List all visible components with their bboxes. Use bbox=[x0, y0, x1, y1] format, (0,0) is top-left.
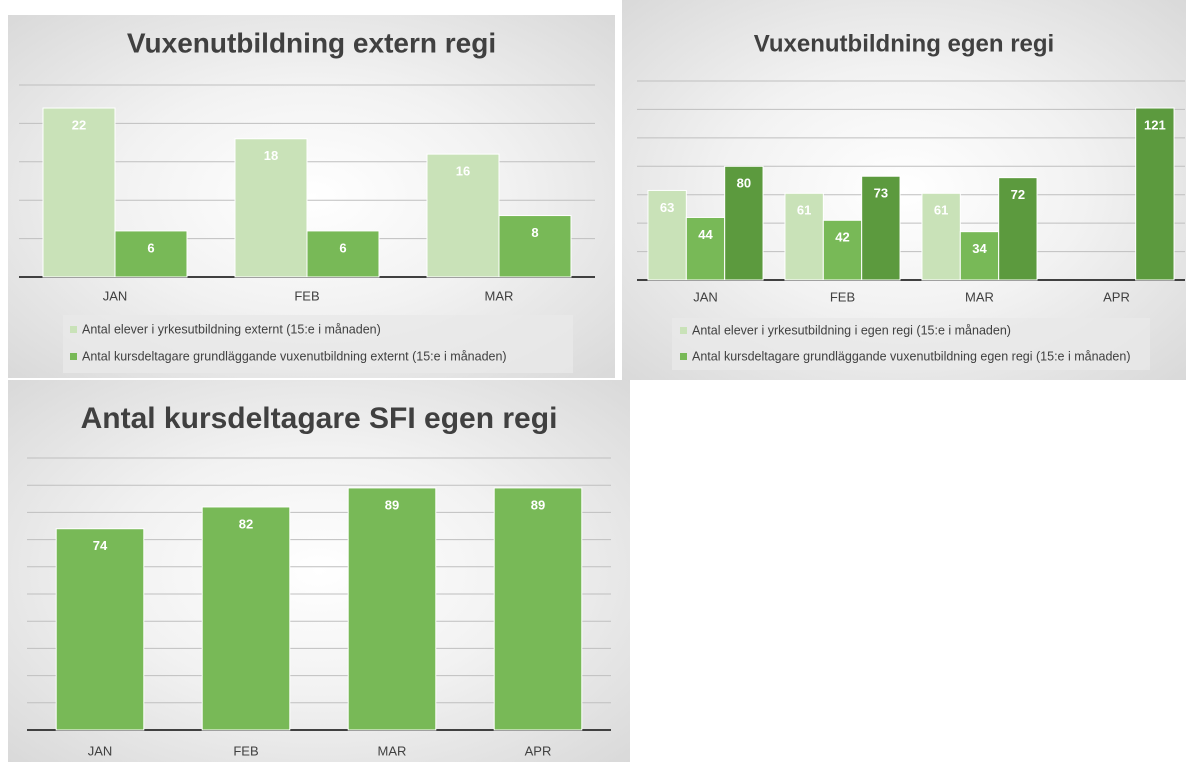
bar bbox=[861, 175, 901, 281]
legend-label: Antal elever i yrkesutbildning externt (… bbox=[82, 322, 381, 336]
x-tick-label: JAN bbox=[103, 288, 128, 303]
data-label: 89 bbox=[531, 497, 545, 512]
bar bbox=[724, 165, 764, 281]
x-tick-label: FEB bbox=[294, 288, 319, 303]
data-label: 6 bbox=[339, 240, 346, 255]
x-tick-label: FEB bbox=[233, 743, 258, 758]
data-label: 61 bbox=[797, 203, 811, 218]
chart-title: Antal kursdeltagare SFI egen regi bbox=[81, 402, 558, 435]
data-label: 74 bbox=[93, 538, 108, 553]
x-tick-label: JAN bbox=[693, 289, 718, 304]
x-tick-label: MAR bbox=[965, 289, 994, 304]
bar bbox=[114, 230, 188, 278]
chart-egen: Vuxenutbildning egen regi JAN 63 44 80 FEB 61 4… bbox=[622, 0, 1186, 380]
data-label: 18 bbox=[264, 148, 278, 163]
data-label: 42 bbox=[835, 230, 849, 245]
data-label: 44 bbox=[698, 227, 713, 242]
data-label: 121 bbox=[1144, 117, 1166, 132]
bar bbox=[306, 230, 380, 278]
x-tick-label: APR bbox=[1103, 289, 1130, 304]
legend-swatch bbox=[680, 327, 687, 334]
bar bbox=[42, 107, 116, 278]
bar bbox=[647, 189, 687, 281]
legend-box bbox=[672, 318, 1150, 370]
bar bbox=[347, 487, 437, 731]
data-label: 80 bbox=[737, 176, 751, 191]
bar bbox=[1135, 107, 1175, 281]
data-label: 89 bbox=[385, 497, 399, 512]
legend-swatch bbox=[680, 353, 687, 360]
chart-extern: Vuxenutbildning extern regi JAN 22 6 FEB 18 6 M… bbox=[8, 15, 615, 378]
legend-box bbox=[63, 315, 573, 373]
data-label: 63 bbox=[660, 200, 674, 215]
legend-swatch bbox=[70, 326, 77, 333]
chart-title: Vuxenutbildning extern regi bbox=[127, 27, 496, 58]
data-label: 22 bbox=[72, 117, 86, 132]
bar bbox=[784, 192, 824, 281]
bar bbox=[498, 215, 572, 278]
bar bbox=[55, 528, 145, 731]
legend-label: Antal kursdeltagare grundläggande vuxenu… bbox=[692, 349, 1131, 363]
data-label: 6 bbox=[147, 240, 154, 255]
bar bbox=[201, 506, 291, 731]
legend-swatch bbox=[70, 353, 77, 360]
bar bbox=[998, 177, 1038, 281]
data-label: 16 bbox=[456, 164, 470, 179]
bar bbox=[234, 138, 308, 278]
data-label: 34 bbox=[972, 241, 987, 256]
bar bbox=[426, 153, 500, 278]
bar bbox=[493, 487, 583, 731]
bar bbox=[822, 219, 863, 281]
bar bbox=[685, 216, 726, 281]
x-tick-label: MAR bbox=[378, 743, 407, 758]
data-label: 8 bbox=[531, 225, 538, 240]
x-tick-label: JAN bbox=[88, 743, 113, 758]
data-label: 72 bbox=[1011, 187, 1025, 202]
x-tick-label: APR bbox=[525, 743, 552, 758]
legend-label: Antal elever i yrkesutbildning i egen re… bbox=[692, 323, 1011, 337]
legend-label: Antal kursdeltagare grundläggande vuxenu… bbox=[82, 349, 507, 363]
data-label: 61 bbox=[934, 203, 948, 218]
data-label: 82 bbox=[239, 516, 253, 531]
x-tick-label: FEB bbox=[830, 289, 855, 304]
data-label: 73 bbox=[874, 186, 888, 201]
chart-sfi: Antal kursdeltagare SFI egen regi JAN 74 FE… bbox=[8, 380, 630, 762]
chart-title: Vuxenutbildning egen regi bbox=[754, 30, 1054, 57]
x-tick-label: MAR bbox=[485, 288, 514, 303]
